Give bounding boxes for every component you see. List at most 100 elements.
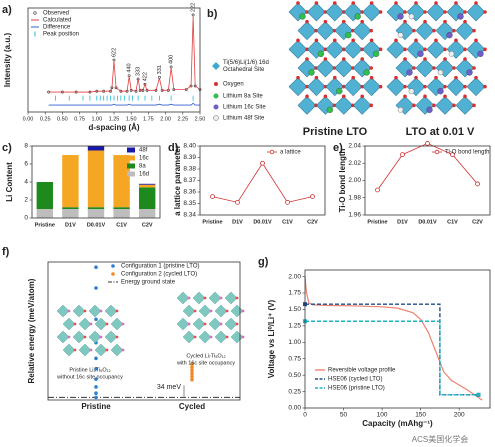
x-tick-label: D0.01V: [253, 219, 272, 225]
crystal-structure: [386, 1, 487, 115]
oxygen-atom: [414, 75, 418, 80]
inset-atom: [203, 296, 207, 300]
legend-label: Observed: [43, 11, 69, 17]
octahedron: [306, 2, 326, 22]
oxygen-atom: [434, 38, 438, 43]
inset-octahedron: [208, 291, 222, 305]
octahedron: [395, 21, 415, 41]
energy-point: [94, 395, 98, 400]
inset-octahedron: [94, 317, 108, 331]
oxygen-atom: [351, 1, 356, 5]
oxygen-atom: [369, 75, 374, 80]
legend-label: 48f: [139, 148, 148, 154]
oxygen-atom: [463, 47, 467, 52]
x-tick-label: Pristine: [35, 222, 55, 228]
energy-point: [190, 365, 194, 369]
oxygen-atom: [403, 57, 407, 61]
legend-symbol: [33, 11, 37, 15]
energy-point: [94, 385, 98, 389]
inset-octahedron: [72, 330, 86, 344]
legend-symbol: [213, 104, 219, 110]
octahedron: [455, 95, 475, 115]
lithium-8a: [336, 88, 343, 95]
oxygen-atom: [403, 10, 407, 14]
oxygen-atom: [333, 1, 337, 5]
oxygen-atom: [296, 75, 300, 80]
inset-octahedron: [214, 304, 228, 318]
x-tick-label: 1.25: [109, 116, 120, 122]
lithium-16c: [397, 13, 404, 20]
inset-atom: [241, 309, 245, 313]
panel-label: a): [2, 4, 12, 16]
oxygen-atom: [423, 94, 427, 99]
y-tick-label: 2: [24, 197, 28, 204]
inset-sublabel: without 16c site occupancy: [56, 374, 123, 380]
octahedron: [315, 58, 335, 78]
inset-atom: [219, 322, 223, 326]
lithium-8a: [326, 106, 334, 113]
inset-sublabel: with 16c site occupancy: [176, 360, 235, 366]
oxygen-atom: [360, 19, 365, 24]
x-axis-title: d-spacing (Å): [88, 123, 139, 132]
inset-atom: [99, 335, 103, 339]
octahedron: [297, 95, 317, 115]
legend-label: Oxygen: [223, 82, 244, 88]
y-tick-label: 8.38: [183, 166, 196, 173]
bar-segment: [113, 155, 130, 208]
inset-octahedron: [88, 330, 102, 344]
bar-segment: [87, 209, 105, 218]
x-tick-label: C1V: [447, 219, 458, 225]
octahedron: [415, 58, 435, 78]
annotation: 34 meV: [157, 384, 181, 391]
inset-octahedron: [208, 317, 222, 331]
lithium-8a: [372, 50, 380, 57]
inset-atom: [187, 322, 191, 326]
x-tick-label: 0.75: [74, 116, 85, 122]
point: [400, 152, 405, 158]
octahedron: [352, 21, 372, 41]
observed-point: [191, 13, 195, 17]
octahedron: [343, 77, 363, 97]
x-tick-label: D1V: [397, 219, 408, 225]
oxygen-atom: [351, 38, 356, 43]
inset-atom: [203, 322, 207, 326]
y-axis-title: Relative energy (meV/atom): [27, 278, 36, 383]
panel-label: b): [207, 8, 218, 20]
inset-atom: [115, 335, 119, 339]
inset-atom: [89, 322, 93, 326]
oxygen-atom: [474, 75, 478, 80]
y-tick-label: 2.00: [348, 177, 361, 184]
octahedron: [435, 21, 455, 41]
oxygen-atom: [463, 94, 467, 99]
bar-segment: [36, 209, 53, 218]
oxygen-atom: [432, 66, 436, 70]
inset-atom: [193, 309, 197, 313]
inset-atom: [115, 309, 119, 313]
panel-label: d): [168, 142, 179, 154]
inset-atom: [235, 296, 239, 300]
legend-label: Configuration 1 (pristine LTO): [121, 264, 199, 270]
lithium-16c: [477, 50, 484, 57]
oxygen-atom: [474, 38, 478, 43]
oxygen-atom: [432, 103, 436, 108]
y-tick-label: 1.98: [348, 194, 361, 201]
oxygen-atom: [452, 28, 456, 33]
oxygen-atom: [463, 84, 467, 89]
peak-label: 622: [111, 48, 117, 57]
oxygen-atom: [305, 57, 309, 61]
bar-segment: [62, 209, 79, 218]
octahedron: [446, 77, 466, 97]
octahedron: [325, 39, 345, 59]
point: [375, 187, 380, 193]
x-tick-label: 1.50: [126, 116, 137, 122]
oxygen-atom: [414, 1, 418, 5]
structure-caption: LTO at 0.01 V: [406, 126, 475, 138]
oxygen-atom: [342, 94, 346, 99]
inset-octahedron: [104, 304, 118, 318]
y-axis-title: Voltage vs Li⁰/Li⁺ (V): [267, 299, 276, 378]
oxygen-atom: [394, 75, 398, 80]
legend-label: 16d: [139, 172, 149, 178]
oxygen-atom: [423, 19, 427, 24]
oxygen-atom: [403, 19, 407, 24]
inset-octahedron: [182, 304, 196, 318]
